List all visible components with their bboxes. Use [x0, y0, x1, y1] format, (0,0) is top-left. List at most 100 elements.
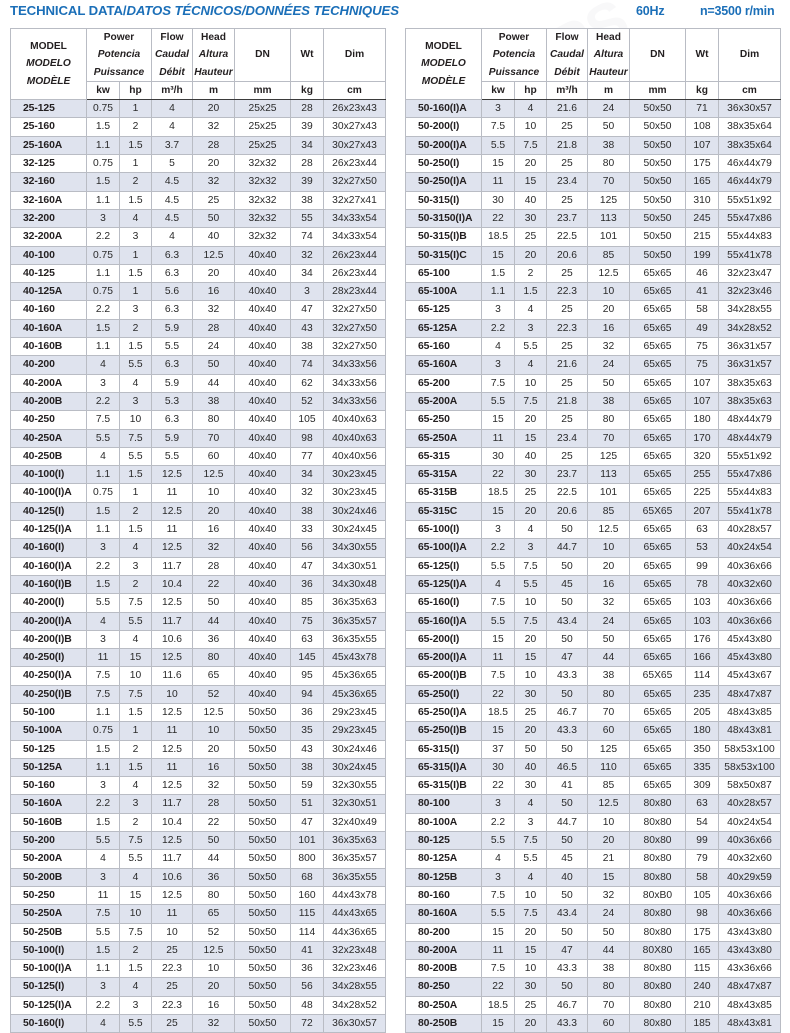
cell-kw: 3 — [481, 355, 515, 375]
cell-hp: 20 — [514, 410, 547, 430]
cell-dn: 80xB0 — [629, 885, 686, 906]
cell-kw: 15 — [481, 410, 515, 430]
cell-model: 32-200 — [10, 208, 87, 229]
cell-model: 40-100(I)A — [10, 483, 87, 503]
cell-flow: 11.7 — [151, 611, 193, 631]
col-header-model-en: MODEL — [425, 41, 462, 53]
cell-flow: 11 — [151, 757, 193, 778]
cell-head: 50 — [587, 117, 630, 137]
cell-model: 50-160B — [10, 812, 87, 833]
cell-head: 10 — [192, 483, 235, 503]
cell-flow: 12.5 — [151, 501, 193, 522]
cell-kw: 3 — [481, 794, 515, 814]
col-header-dn: DN — [234, 28, 291, 82]
table-row: 40-160(I)B 1.5 2 10.4 22 40x40 36 34x30x48 — [10, 574, 386, 595]
cell-model: 25-125 — [10, 99, 87, 119]
cell-flow: 44.7 — [546, 538, 588, 558]
cell-kw: 1.5 — [86, 574, 120, 595]
cell-wt: 51 — [290, 794, 324, 814]
cell-dn: 50x50 — [234, 904, 291, 924]
table-header-right: MODEL MODELO MODÈLE Power Potencia Puiss… — [405, 27, 781, 101]
cell-dim: 45x43x80 — [718, 648, 781, 668]
cell-head: 32 — [587, 337, 630, 357]
cell-wt: 58 — [685, 867, 719, 887]
cell-head: 50 — [587, 922, 630, 942]
cell-flow: 22.3 — [151, 959, 193, 979]
cell-model: 65-315A — [405, 465, 482, 485]
cell-flow: 47 — [546, 940, 588, 961]
cell-model: 65-125(I) — [405, 556, 482, 576]
cell-dim: 26x23x44 — [323, 154, 386, 174]
cell-wt: 115 — [290, 904, 324, 924]
cell-dn: 65x65 — [629, 520, 686, 540]
cell-dn: 32x32 — [234, 154, 291, 174]
cell-dim: 55x41x78 — [718, 501, 781, 522]
cell-model: 50-250(I)A — [405, 172, 482, 192]
cell-head: 28 — [192, 556, 235, 576]
cell-dn: 65X65 — [629, 666, 686, 686]
cell-dn: 32x32 — [234, 190, 291, 210]
cell-dn: 40x40 — [234, 465, 291, 485]
cell-head: 12.5 — [587, 520, 630, 540]
cell-dim: 26x23x44 — [323, 245, 386, 265]
cell-dim: 30x23x45 — [323, 465, 386, 485]
cell-head: 24 — [587, 355, 630, 375]
cell-wt: 225 — [685, 483, 719, 503]
cell-model: 65-315C — [405, 501, 482, 522]
col-unit-flow: m³/h — [151, 80, 193, 101]
cell-wt: 103 — [685, 611, 719, 631]
col-unit-dim: cm — [323, 80, 386, 101]
cell-flow: 50 — [546, 794, 588, 814]
cell-head: 32 — [192, 117, 235, 137]
cell-head: 20 — [587, 556, 630, 576]
table-row: 50-125 1.5 2 12.5 20 50x50 43 30x24x46 — [10, 739, 386, 759]
cell-dim: 58x53x100 — [718, 739, 781, 759]
cell-head: 50 — [192, 208, 235, 229]
cell-wt: 52 — [290, 391, 324, 412]
cell-dn: 65x65 — [629, 300, 686, 320]
col-unit-flow: m³/h — [546, 80, 588, 101]
cell-dn: 40x40 — [234, 373, 291, 393]
cell-wt: 350 — [685, 739, 719, 759]
table-row: 65-160(I) 7.5 10 50 32 65x65 103 40x36x66 — [405, 593, 781, 613]
cell-dn: 80x80 — [629, 794, 686, 814]
table-row: 80-200 15 20 50 50 80x80 175 43x43x80 — [405, 922, 781, 942]
cell-wt: 53 — [685, 538, 719, 558]
cell-hp: 1 — [119, 245, 152, 265]
cell-model: 65-125(I)A — [405, 574, 482, 595]
cell-kw: 4 — [86, 355, 120, 375]
col-header-head-es: Altura — [593, 49, 624, 61]
cell-hp: 1 — [119, 483, 152, 503]
cell-flow: 11 — [151, 483, 193, 503]
col-header-flow-en: Flow — [555, 32, 579, 43]
cell-kw: 15 — [481, 245, 515, 265]
cell-hp: 20 — [514, 501, 547, 522]
cell-kw: 30 — [481, 446, 515, 467]
cell-hp: 5.5 — [514, 574, 547, 595]
table-row: 65-250 15 20 25 80 65x65 180 48x44x79 — [405, 410, 781, 430]
cell-model: 40-250(I) — [10, 648, 87, 668]
cell-hp: 3 — [119, 794, 152, 814]
cell-hp: 15 — [119, 885, 152, 906]
page-title-en: TECHNICAL DATA/ — [10, 3, 127, 18]
cell-dn: 65X65 — [629, 501, 686, 522]
cell-dim: 55x51x92 — [718, 446, 781, 467]
table-row: 80-160A 5.5 7.5 43.4 24 80x80 98 40x36x66 — [405, 904, 781, 924]
cell-model: 65-100(I)A — [405, 538, 482, 558]
cell-wt: 235 — [685, 684, 719, 704]
cell-model: 65-250(I)A — [405, 702, 482, 723]
cell-dim: 40x32x60 — [718, 849, 781, 869]
cell-model: 80-250B — [405, 1014, 482, 1033]
cell-kw: 18.5 — [481, 702, 515, 723]
cell-model: 50-160(I) — [10, 1014, 87, 1033]
cell-head: 125 — [587, 190, 630, 210]
cell-model: 65-160A — [405, 355, 482, 375]
cell-dim: 30x24x45 — [323, 757, 386, 778]
table-row: 50-250(I) 15 20 25 80 50x50 175 46x44x79 — [405, 154, 781, 174]
left-table-wrapper: MODEL MODELO MODÈLE Power Potencia Puiss… — [10, 27, 395, 1033]
cell-flow: 10 — [151, 684, 193, 704]
cell-kw: 0.75 — [86, 154, 120, 174]
cell-dim: 44x43x78 — [323, 885, 386, 906]
cell-dn: 40x40 — [234, 611, 291, 631]
cell-dn: 50x50 — [629, 154, 686, 174]
